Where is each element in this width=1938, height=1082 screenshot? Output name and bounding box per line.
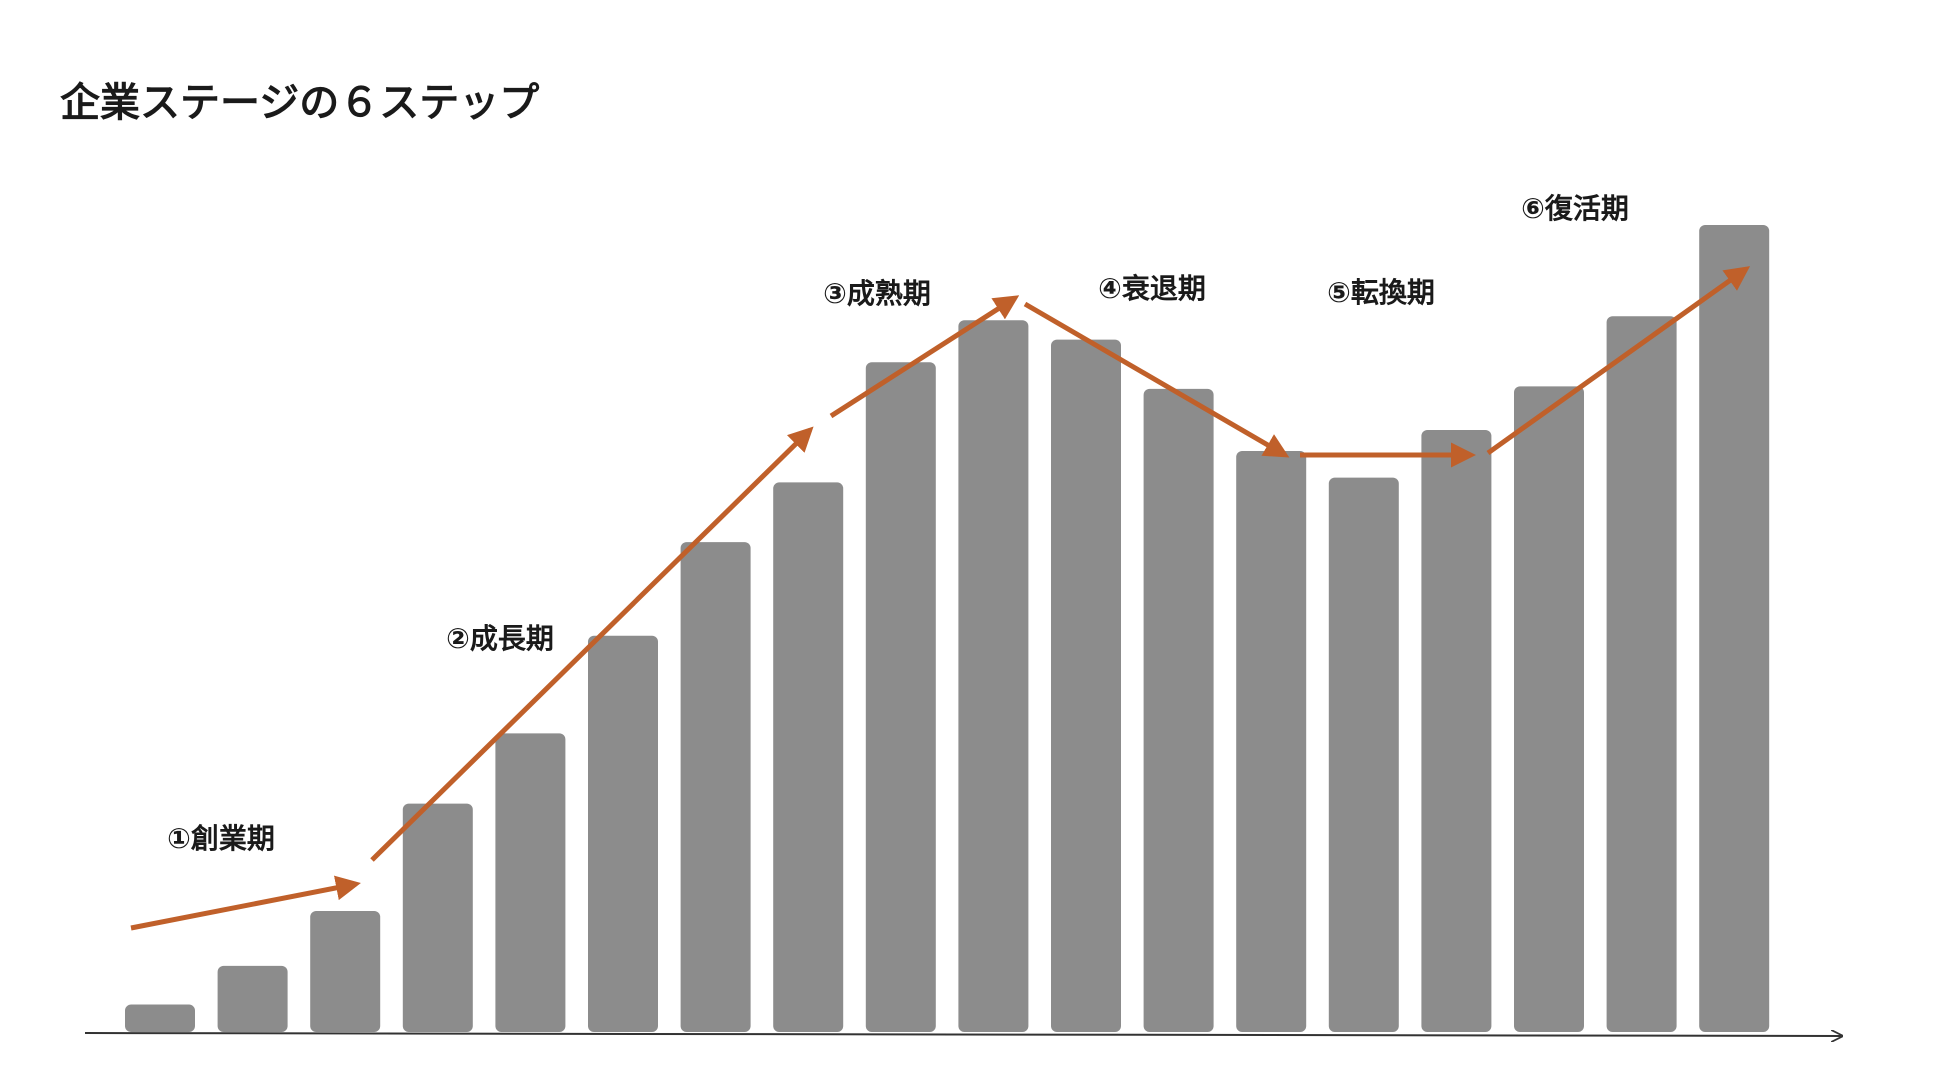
bar — [958, 320, 1029, 1032]
stage-label: ③成熟期 — [823, 277, 931, 310]
bar — [1606, 316, 1677, 1032]
stage-label: ②成長期 — [446, 622, 554, 655]
bar — [217, 965, 288, 1032]
bars — [125, 225, 1770, 1033]
bar — [1421, 429, 1492, 1032]
stage-label: ①創業期 — [167, 822, 275, 855]
trend-arrow — [370, 426, 814, 862]
chart-title: 企業ステージの６ステップ — [60, 80, 539, 126]
bar — [1328, 477, 1399, 1032]
stage-label: ⑥復活期 — [1521, 192, 1629, 225]
bar — [495, 733, 566, 1032]
bar — [588, 635, 658, 1032]
bar — [1143, 388, 1214, 1032]
trend-arrow — [1023, 301, 1290, 458]
bar — [680, 542, 751, 1032]
bar — [1236, 450, 1307, 1033]
trend-arrow — [130, 875, 361, 931]
trend-arrow — [1486, 266, 1751, 456]
bar — [402, 803, 473, 1032]
bar — [1699, 225, 1770, 1032]
stage-label: ⑤転換期 — [1327, 276, 1435, 309]
bar — [773, 482, 844, 1033]
bar — [125, 1004, 195, 1032]
x-axis — [84, 1033, 1842, 1036]
stage-label: ④衰退期 — [1098, 272, 1206, 305]
bar — [1514, 386, 1584, 1032]
bar — [865, 362, 936, 1032]
bar — [1051, 339, 1121, 1032]
trend-arrow — [829, 295, 1020, 419]
trend-arrows — [130, 266, 1751, 931]
bar — [310, 910, 381, 1032]
